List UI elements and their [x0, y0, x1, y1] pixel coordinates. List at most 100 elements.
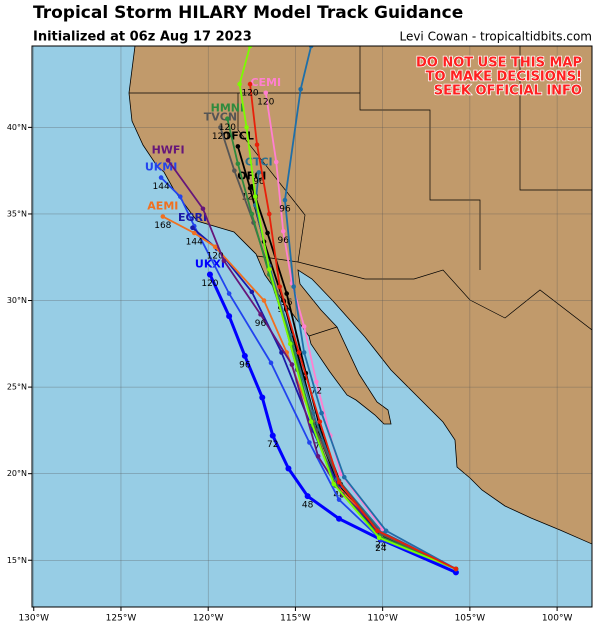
forecast-hour: 48	[302, 501, 314, 511]
track-point	[254, 142, 260, 147]
track-line	[238, 46, 457, 570]
track-point	[452, 569, 459, 576]
track-point	[258, 312, 263, 317]
track-point	[453, 566, 459, 572]
track-point	[263, 90, 269, 96]
title: Tropical Storm HILARY Model Track Guidan…	[33, 3, 463, 23]
warning-line: SEEK OFFICIAL INFO	[434, 84, 582, 99]
forecast-hour: 120	[219, 123, 236, 133]
map-area: 24487296120OFCL96OFCI24487296120UKXI144U…	[32, 29, 592, 607]
y-tick-label: 20°N	[7, 469, 27, 478]
track-point	[259, 394, 266, 401]
forecast-hour: 48	[333, 490, 345, 500]
track-point	[280, 228, 286, 234]
model-name: AEMI	[147, 200, 178, 213]
x-tick-label: 105°W	[455, 614, 486, 624]
track-point	[256, 170, 262, 175]
track-point	[221, 258, 227, 264]
track-point	[289, 362, 295, 367]
track-point	[190, 225, 195, 231]
forecast-hour: 96	[277, 236, 289, 246]
x-tick-label: 100°W	[542, 614, 573, 624]
borders	[129, 46, 592, 337]
x-tick-label: 120°W	[193, 614, 224, 624]
subtitle: Initialized at 06z Aug 17 2023	[33, 30, 252, 45]
track-point	[319, 410, 324, 416]
track-point	[308, 46, 314, 49]
track-point	[375, 528, 380, 534]
model-name: CEMI	[250, 76, 281, 89]
model-name: COTI	[297, 29, 326, 42]
track-point	[247, 81, 253, 87]
track-point	[269, 432, 276, 439]
track-point	[284, 291, 290, 296]
x-tick-label: 115°W	[280, 614, 311, 624]
x-tick-label: 125°W	[106, 614, 137, 624]
track-point	[317, 419, 323, 425]
track-point	[314, 379, 319, 385]
forecast-hour: 72	[311, 386, 322, 396]
track-point	[376, 535, 382, 541]
track-point	[336, 497, 342, 502]
forecast-hour: 168	[154, 221, 171, 231]
forecast-hour: 96	[279, 205, 291, 215]
track-point	[341, 474, 347, 480]
track-point	[253, 194, 258, 199]
track-point	[331, 481, 337, 487]
track-point	[160, 214, 166, 219]
forecast-hour: 120	[207, 251, 224, 261]
track-point	[165, 157, 171, 163]
forecast-hour: 96	[253, 177, 265, 187]
track-point	[266, 211, 272, 217]
track-point	[298, 86, 303, 92]
axes: 130°W 125°W 120°W 115°W 110°W 105°W 100°W 15°N 2…	[7, 123, 573, 624]
forecast-hour: 120	[241, 192, 258, 202]
forecast-hour: 120	[212, 132, 229, 142]
model-name: UKXI	[195, 258, 225, 271]
y-tick-label: 40°N	[7, 123, 27, 132]
forecast-hour: 120	[201, 279, 218, 289]
y-tick-label: 25°N	[7, 383, 27, 392]
track-point	[383, 528, 389, 534]
track-point	[226, 291, 232, 296]
track-point	[206, 271, 213, 278]
track-point	[241, 352, 248, 359]
x-tick-label: 110°W	[367, 614, 398, 624]
warning-line: TO MAKE DECISIONS!	[426, 70, 582, 85]
y-tick-label: 35°N	[7, 209, 27, 218]
track-point	[235, 144, 241, 149]
track-point	[336, 515, 343, 522]
forecast-hour: 120	[241, 89, 258, 99]
track-point	[308, 419, 314, 425]
track-point	[226, 313, 233, 320]
track-line	[254, 172, 457, 570]
track-point	[244, 125, 249, 130]
y-tick-label: 30°N	[7, 296, 27, 305]
track-line	[208, 273, 457, 574]
track-point	[291, 284, 296, 289]
forecast-hour: 96	[239, 360, 251, 370]
track-point	[261, 298, 267, 303]
credit: Levi Cowan - tropicaltidbits.com	[399, 30, 592, 44]
track-point	[232, 168, 237, 173]
track-point	[265, 230, 270, 236]
model-name: UKMI	[145, 161, 178, 174]
track-point	[191, 230, 197, 236]
track-point	[307, 440, 312, 445]
track-point	[287, 341, 293, 347]
warning-line: DO NOT USE THIS MAP	[416, 56, 582, 71]
track-point	[301, 324, 307, 329]
model-name: EGRI	[178, 211, 207, 224]
track-point	[212, 244, 218, 250]
track-point	[268, 360, 274, 366]
track-point	[336, 480, 342, 485]
warning: DO NOT USE THIS MAP TO MAKE DECISIONS! S…	[415, 55, 583, 100]
track-point	[218, 125, 223, 130]
track-point	[237, 81, 242, 87]
x-tick-label: 130°W	[18, 614, 49, 624]
y-tick-label: 15°N	[7, 556, 27, 565]
track-point	[249, 211, 255, 217]
track-point	[249, 289, 255, 295]
forecast-hour: 120	[257, 97, 274, 107]
